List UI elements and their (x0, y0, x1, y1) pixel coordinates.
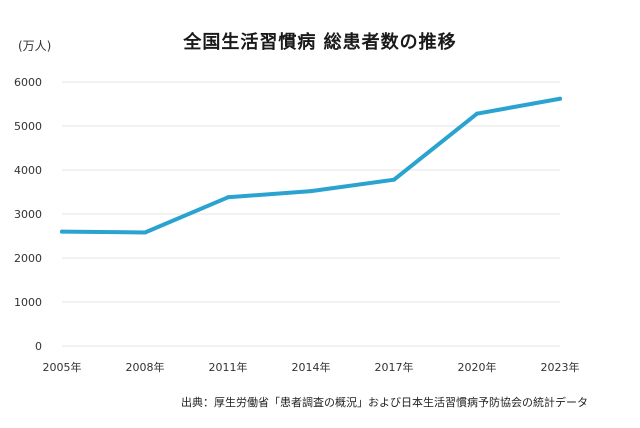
y-tick-label: 1000 (14, 296, 42, 309)
x-tick-label: 2023年 (541, 360, 580, 374)
x-tick-label: 2005年 (43, 360, 82, 374)
x-tick-label: 2008年 (126, 360, 165, 374)
y-axis-unit-label: (万人) (18, 39, 52, 53)
x-tick-label: 2011年 (209, 360, 248, 374)
series-line (60, 96, 562, 235)
y-tick-label: 5000 (14, 120, 42, 133)
data-point (558, 96, 562, 101)
x-tick-label: 2014年 (292, 360, 331, 374)
y-tick-label: 6000 (14, 76, 42, 89)
data-point (309, 189, 313, 194)
y-tick-label: 4000 (14, 164, 42, 177)
y-tick-label: 3000 (14, 208, 42, 221)
x-tick-label: 2017年 (375, 360, 414, 374)
x-tick-label: 2020年 (458, 360, 497, 374)
source-note: 出典：厚生労働省「患者調査の概況」および日本生活習慣病予防協会の統計データ (181, 396, 588, 409)
y-tick-label: 0 (35, 340, 42, 353)
data-point (226, 195, 230, 200)
data-point (143, 230, 147, 235)
data-point (392, 177, 396, 182)
y-tick-label: 2000 (14, 252, 42, 265)
data-point (475, 111, 479, 116)
chart-title: 全国生活習慣病 総患者数の推移 (183, 32, 457, 53)
data-point (60, 229, 64, 234)
